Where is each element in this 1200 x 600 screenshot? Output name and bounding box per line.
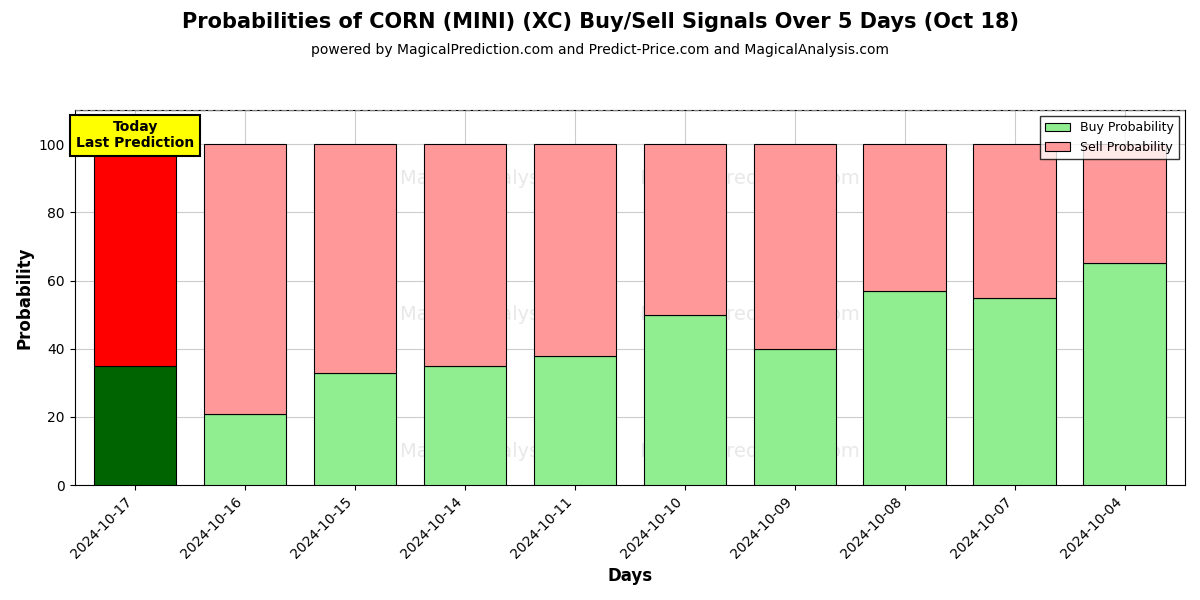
Bar — [313, 373, 396, 485]
Text: MagicalAnalysis.com      MagicalPrediction.com: MagicalAnalysis.com MagicalPrediction.co… — [400, 442, 859, 461]
Bar — [864, 144, 946, 291]
Bar — [973, 144, 1056, 298]
Bar — [94, 144, 176, 366]
Text: MagicalAnalysis.com      MagicalPrediction.com: MagicalAnalysis.com MagicalPrediction.co… — [400, 169, 859, 188]
Bar — [534, 144, 616, 356]
Text: powered by MagicalPrediction.com and Predict-Price.com and MagicalAnalysis.com: powered by MagicalPrediction.com and Pre… — [311, 43, 889, 57]
Text: MagicalAnalysis.com      MagicalPrediction.com: MagicalAnalysis.com MagicalPrediction.co… — [400, 305, 859, 324]
Y-axis label: Probability: Probability — [16, 247, 34, 349]
Bar — [754, 349, 836, 485]
Bar — [643, 144, 726, 314]
Bar — [204, 144, 287, 413]
Bar — [424, 366, 506, 485]
Bar — [754, 144, 836, 349]
Text: Today
Last Prediction: Today Last Prediction — [76, 120, 194, 151]
Bar — [643, 314, 726, 485]
Bar — [204, 413, 287, 485]
Bar — [534, 356, 616, 485]
X-axis label: Days: Days — [607, 567, 653, 585]
Text: Probabilities of CORN (MINI) (XC) Buy/Sell Signals Over 5 Days (Oct 18): Probabilities of CORN (MINI) (XC) Buy/Se… — [181, 12, 1019, 32]
Legend: Buy Probability, Sell Probability: Buy Probability, Sell Probability — [1040, 116, 1178, 158]
Bar — [313, 144, 396, 373]
Bar — [1084, 263, 1165, 485]
Bar — [1084, 144, 1165, 263]
Bar — [94, 366, 176, 485]
Bar — [864, 291, 946, 485]
Bar — [424, 144, 506, 366]
Bar — [973, 298, 1056, 485]
